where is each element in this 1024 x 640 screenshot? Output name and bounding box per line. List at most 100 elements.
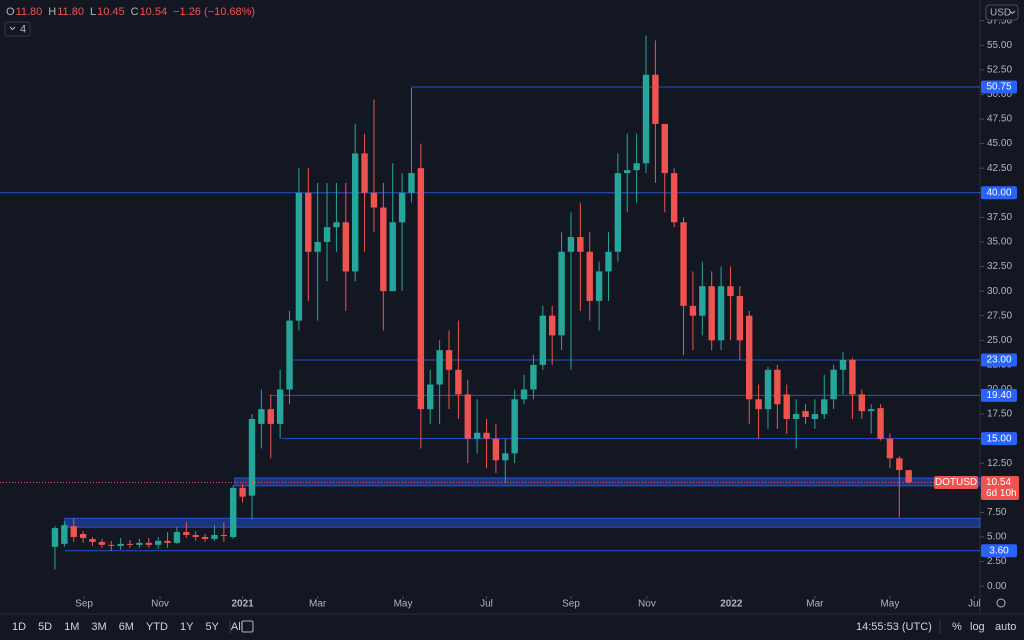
candle-body — [201, 536, 209, 539]
range-button[interactable]: 5Y — [205, 621, 219, 633]
y-tick-label: 7.50 — [987, 507, 1007, 518]
candle-body — [408, 173, 415, 193]
currency-box[interactable] — [985, 4, 1019, 21]
candle-body — [520, 389, 528, 400]
candle-body — [774, 369, 781, 405]
candle-body — [445, 350, 453, 370]
candle-body — [370, 192, 378, 208]
candle-body — [492, 438, 500, 461]
candle-body — [98, 541, 106, 545]
x-tick-label: 2022 — [720, 599, 743, 610]
range-button[interactable]: 1M — [64, 621, 79, 633]
candle-body — [117, 543, 124, 546]
candle-body — [821, 399, 828, 415]
y-tick-label: 50.00 — [987, 89, 1012, 100]
y-tick-label: 5.00 — [987, 532, 1007, 543]
candle-body — [624, 170, 631, 174]
candle-body — [896, 458, 903, 471]
indicators-box[interactable] — [4, 21, 31, 37]
candle-body — [380, 207, 387, 292]
candle-body — [351, 153, 359, 272]
x-tick-label: Jul — [968, 599, 981, 610]
level-label: 50.75 — [986, 82, 1011, 93]
range-button[interactable]: YTD — [146, 621, 168, 633]
candle-body — [605, 251, 612, 272]
range-button[interactable]: All — [231, 621, 243, 633]
legend-key: H — [48, 6, 56, 18]
range-button[interactable]: 6M — [119, 621, 134, 633]
range-button[interactable]: 3M — [91, 621, 106, 633]
y-tick-label: 0.00 — [987, 581, 1007, 592]
candle-body — [792, 414, 800, 419]
candle-body — [539, 315, 547, 365]
x-tick-label: Nov — [638, 599, 656, 610]
overlay: 0.002.505.007.5010.0012.5015.0017.5020.0… — [4, 4, 1019, 634]
legend-value: 11.80 — [16, 6, 43, 18]
y-tick-label: 27.50 — [987, 310, 1012, 321]
candle-body — [427, 384, 434, 410]
y-tick-label: 55.00 — [987, 40, 1012, 51]
candle-body — [680, 222, 687, 306]
candle-body — [417, 168, 425, 410]
date-range-icon[interactable] — [241, 620, 254, 633]
candle-body — [389, 222, 396, 292]
candle-body — [595, 271, 603, 301]
legend-key: C — [131, 6, 139, 18]
scale-option[interactable]: log — [970, 621, 985, 633]
candle-body — [811, 414, 819, 419]
candle-body — [314, 241, 321, 252]
x-tick-label: 2021 — [231, 599, 254, 610]
candle-body — [867, 409, 875, 412]
candle-body — [305, 192, 312, 252]
candle-body — [398, 192, 406, 223]
candle-body — [802, 411, 809, 418]
settings-icon[interactable] — [996, 598, 1006, 608]
x-tick-label: Mar — [309, 599, 327, 610]
y-tick-label: 57.50 — [987, 15, 1012, 26]
candle-body — [886, 438, 894, 459]
candle-body — [727, 286, 734, 297]
utc-time: 14:55:53 (UTC) — [856, 621, 932, 633]
candle-body — [183, 532, 190, 536]
range-button[interactable]: 5D — [38, 621, 52, 633]
x-tick-label: Jul — [480, 599, 493, 610]
candle-body — [708, 286, 715, 341]
candle-body — [530, 364, 537, 390]
scale-option[interactable]: auto — [995, 621, 1016, 633]
y-tick-label: 17.50 — [987, 409, 1012, 420]
x-tick-label: Nov — [151, 599, 169, 610]
candle-body — [248, 418, 256, 496]
level-label-box — [981, 432, 1017, 446]
indicators-count: 4 — [20, 23, 26, 35]
legend-key: O — [6, 6, 15, 18]
candle-body — [436, 350, 443, 385]
level-label: 23.00 — [986, 355, 1011, 366]
candle-body — [717, 286, 725, 341]
legend-value: 11.80 — [57, 6, 84, 18]
candle-body — [464, 394, 471, 439]
currency-label[interactable]: USD — [990, 8, 1011, 19]
candle-body — [211, 535, 218, 539]
y-tick-label: 52.50 — [987, 64, 1012, 75]
candle-body — [361, 153, 368, 193]
range-button[interactable]: 1D — [12, 621, 26, 633]
range-button[interactable]: 1Y — [180, 621, 194, 633]
candle-body — [642, 74, 650, 164]
legend-change: −1.26 (−10.68%) — [173, 6, 255, 18]
candle-body — [164, 540, 171, 543]
symbol-label: DOTUSD — [935, 477, 977, 488]
scale-option[interactable]: % — [952, 621, 962, 633]
candle-body — [192, 535, 199, 537]
plot-area — [0, 35, 981, 570]
candle-body — [652, 74, 659, 124]
y-tick-label: 37.50 — [987, 212, 1012, 223]
x-tick-label: May — [880, 599, 899, 610]
candle-body — [614, 173, 622, 252]
candle-body — [342, 222, 350, 272]
candle-body — [230, 487, 237, 537]
legend-value: 10.45 — [97, 6, 125, 18]
candle-body — [633, 163, 640, 171]
candle-body — [89, 538, 96, 542]
